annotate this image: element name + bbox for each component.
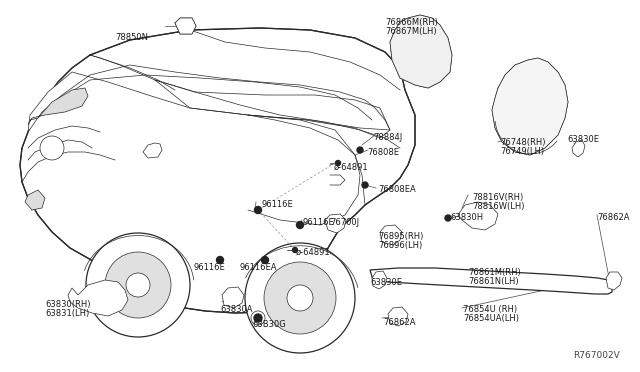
Text: 76861N(LH): 76861N(LH) <box>468 277 518 286</box>
Circle shape <box>126 273 150 297</box>
Text: 63830A: 63830A <box>220 305 253 314</box>
Text: 76808EA: 76808EA <box>378 185 416 194</box>
Circle shape <box>292 247 298 253</box>
Text: 76862A: 76862A <box>597 213 630 222</box>
Circle shape <box>296 221 303 228</box>
Text: 63831(LH): 63831(LH) <box>45 309 89 318</box>
Circle shape <box>216 257 223 263</box>
Text: ø-64891: ø-64891 <box>334 163 369 172</box>
Circle shape <box>362 182 368 188</box>
Circle shape <box>262 257 269 263</box>
Circle shape <box>287 285 313 311</box>
Text: 76866M(RH): 76866M(RH) <box>385 18 438 27</box>
Text: 76854UA(LH): 76854UA(LH) <box>463 314 519 323</box>
Text: R767002V: R767002V <box>573 351 620 360</box>
Polygon shape <box>458 202 498 230</box>
Polygon shape <box>25 190 45 210</box>
Text: 76861M(RH): 76861M(RH) <box>468 268 521 277</box>
Text: 96116E: 96116E <box>303 218 335 227</box>
Polygon shape <box>606 272 622 290</box>
Circle shape <box>445 215 451 221</box>
Text: 96116E: 96116E <box>262 200 294 209</box>
Text: 78816V(RH): 78816V(RH) <box>472 193 524 202</box>
Polygon shape <box>28 88 88 125</box>
Text: 78884J: 78884J <box>373 133 403 142</box>
Polygon shape <box>222 287 244 308</box>
Circle shape <box>357 147 363 153</box>
Circle shape <box>105 252 171 318</box>
Text: 76896(LH): 76896(LH) <box>378 241 422 250</box>
Text: 63830E: 63830E <box>567 135 599 144</box>
Polygon shape <box>175 18 196 34</box>
Text: 76895(RH): 76895(RH) <box>378 232 424 241</box>
Circle shape <box>264 262 336 334</box>
Polygon shape <box>390 15 452 88</box>
Polygon shape <box>28 65 390 138</box>
Circle shape <box>245 243 355 353</box>
Text: 76854U (RH): 76854U (RH) <box>463 305 517 314</box>
Polygon shape <box>325 214 346 233</box>
Polygon shape <box>155 80 390 130</box>
Text: 76749(LH): 76749(LH) <box>500 147 544 156</box>
Text: 78816W(LH): 78816W(LH) <box>472 202 525 211</box>
Text: 63830E: 63830E <box>370 278 402 287</box>
Polygon shape <box>68 280 128 316</box>
Polygon shape <box>370 268 612 294</box>
Text: 63830(RH): 63830(RH) <box>45 300 90 309</box>
Polygon shape <box>143 143 162 158</box>
Text: 76748(RH): 76748(RH) <box>500 138 545 147</box>
Polygon shape <box>572 140 585 157</box>
Circle shape <box>40 136 64 160</box>
Text: 78850N: 78850N <box>115 33 148 42</box>
Circle shape <box>335 160 340 166</box>
Circle shape <box>254 314 262 322</box>
Polygon shape <box>380 225 402 245</box>
Text: ø-64891: ø-64891 <box>296 248 331 257</box>
Text: 76867M(LH): 76867M(LH) <box>385 27 436 36</box>
Polygon shape <box>492 58 568 155</box>
Text: 76700J: 76700J <box>330 218 359 227</box>
Polygon shape <box>388 307 408 326</box>
Text: 76808E: 76808E <box>367 148 399 157</box>
Text: 96116E: 96116E <box>193 263 225 272</box>
Text: 76862A: 76862A <box>383 318 415 327</box>
Polygon shape <box>20 28 415 313</box>
Text: 63B30G: 63B30G <box>252 320 285 329</box>
Text: 96116EA: 96116EA <box>240 263 278 272</box>
Circle shape <box>86 233 190 337</box>
Polygon shape <box>372 271 387 289</box>
Text: 63830H: 63830H <box>450 213 483 222</box>
Circle shape <box>255 206 262 214</box>
